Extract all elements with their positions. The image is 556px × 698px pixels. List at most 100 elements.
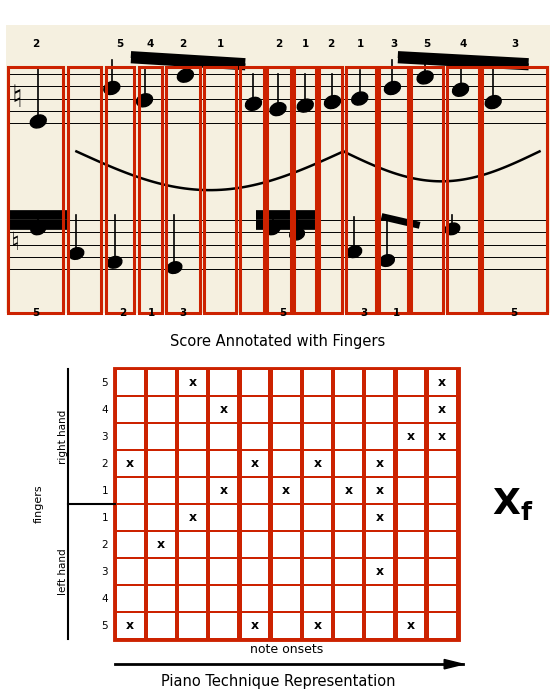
Text: 3: 3 xyxy=(180,308,187,318)
Bar xyxy=(304,397,331,422)
Bar xyxy=(117,452,143,476)
Bar xyxy=(139,67,162,313)
Text: x: x xyxy=(220,403,228,416)
Text: 3: 3 xyxy=(101,431,108,442)
Bar xyxy=(366,586,393,611)
Text: Score Annotated with Fingers: Score Annotated with Fingers xyxy=(170,334,386,349)
Bar xyxy=(241,586,269,611)
Ellipse shape xyxy=(417,71,433,84)
Bar xyxy=(273,371,300,394)
Polygon shape xyxy=(444,660,463,669)
Bar xyxy=(8,67,63,313)
Text: 2: 2 xyxy=(275,39,282,50)
Bar xyxy=(117,505,143,530)
Text: x: x xyxy=(126,457,134,470)
Bar xyxy=(210,614,237,638)
Bar xyxy=(429,505,455,530)
Ellipse shape xyxy=(453,83,469,96)
Bar xyxy=(294,67,316,313)
Bar xyxy=(117,397,143,422)
Bar xyxy=(117,614,143,638)
Ellipse shape xyxy=(107,256,122,268)
Text: x: x xyxy=(376,565,384,578)
Bar xyxy=(210,424,237,449)
Text: $\mathbf{X}_{\mathbf{f}}$: $\mathbf{X}_{\mathbf{f}}$ xyxy=(492,486,533,522)
Bar xyxy=(429,478,455,503)
Bar xyxy=(273,478,300,503)
Text: 4: 4 xyxy=(459,39,466,50)
Bar xyxy=(366,424,393,449)
Text: 5: 5 xyxy=(101,621,108,630)
Bar xyxy=(447,67,479,313)
Bar xyxy=(179,424,206,449)
Text: 5: 5 xyxy=(32,308,39,318)
Ellipse shape xyxy=(246,97,261,110)
Bar xyxy=(241,533,269,557)
Bar xyxy=(335,559,362,584)
Bar xyxy=(304,478,331,503)
Bar xyxy=(273,614,300,638)
Text: 1: 1 xyxy=(217,39,224,50)
Bar xyxy=(179,533,206,557)
Bar xyxy=(6,24,550,313)
Bar xyxy=(241,371,269,394)
Bar xyxy=(398,371,424,394)
Bar xyxy=(273,533,300,557)
Bar xyxy=(319,67,342,313)
Bar xyxy=(273,505,300,530)
Bar xyxy=(115,369,458,639)
Text: x: x xyxy=(314,619,321,632)
Text: 2: 2 xyxy=(119,308,126,318)
Text: 2: 2 xyxy=(327,39,334,50)
Text: fingers: fingers xyxy=(33,484,43,524)
Bar xyxy=(179,505,206,530)
Text: 2: 2 xyxy=(180,39,187,50)
Bar xyxy=(241,397,269,422)
Bar xyxy=(366,533,393,557)
Bar xyxy=(179,478,206,503)
Bar xyxy=(117,586,143,611)
Bar xyxy=(117,424,143,449)
Text: ♮: ♮ xyxy=(11,84,22,113)
Bar xyxy=(379,67,408,313)
Bar xyxy=(398,586,424,611)
Text: 2: 2 xyxy=(101,540,108,549)
Text: x: x xyxy=(157,538,165,551)
Bar xyxy=(304,505,331,530)
Bar xyxy=(366,478,393,503)
Bar xyxy=(366,614,393,638)
Text: 3: 3 xyxy=(511,39,518,50)
Text: x: x xyxy=(438,403,446,416)
Text: x: x xyxy=(345,484,353,497)
Text: 1: 1 xyxy=(357,39,364,50)
Ellipse shape xyxy=(177,69,193,82)
Ellipse shape xyxy=(485,96,501,109)
Text: x: x xyxy=(282,484,290,497)
Bar xyxy=(210,397,237,422)
Bar xyxy=(429,397,455,422)
Text: x: x xyxy=(188,511,197,524)
Ellipse shape xyxy=(69,248,84,260)
Ellipse shape xyxy=(352,92,368,105)
Bar xyxy=(335,586,362,611)
Bar xyxy=(335,452,362,476)
Text: x: x xyxy=(251,457,259,470)
Text: x: x xyxy=(188,376,197,389)
Text: x: x xyxy=(376,511,384,524)
Ellipse shape xyxy=(104,82,120,94)
Ellipse shape xyxy=(380,255,394,267)
Text: 3: 3 xyxy=(101,567,108,577)
Text: 1: 1 xyxy=(147,308,155,318)
Text: right hand: right hand xyxy=(58,410,68,463)
Bar xyxy=(273,397,300,422)
Bar xyxy=(179,452,206,476)
Text: x: x xyxy=(314,457,321,470)
Text: 5: 5 xyxy=(510,308,517,318)
Bar xyxy=(411,67,443,313)
Bar xyxy=(398,397,424,422)
Ellipse shape xyxy=(30,115,46,128)
Text: 1: 1 xyxy=(393,308,400,318)
Text: 5: 5 xyxy=(101,378,108,387)
Text: x: x xyxy=(407,619,415,632)
Bar xyxy=(68,67,101,313)
